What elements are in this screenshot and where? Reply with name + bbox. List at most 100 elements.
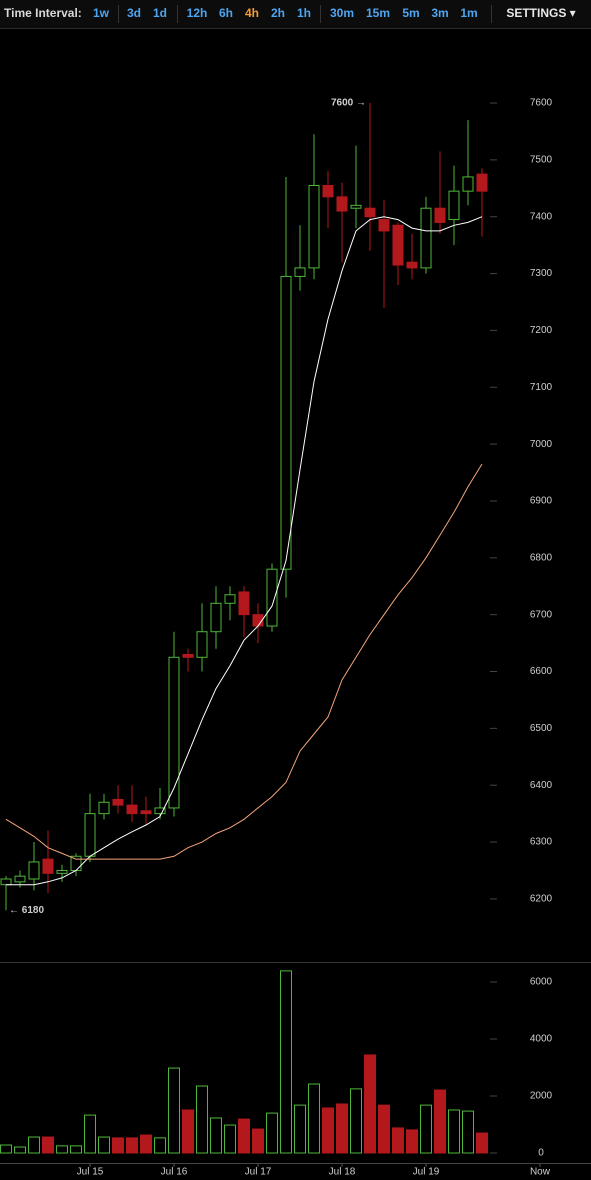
interval-button[interactable]: 2h	[271, 6, 285, 20]
volume-bar	[210, 1117, 222, 1154]
candle-body	[182, 653, 194, 658]
volume-bar	[280, 970, 292, 1154]
candle-body	[462, 176, 474, 192]
candle-body	[336, 196, 348, 212]
interval-button[interactable]: 1d	[153, 6, 167, 20]
candle-body	[210, 602, 222, 633]
candle-body	[140, 810, 152, 815]
x-tick-label: Jul 18	[329, 1167, 356, 1178]
candle-body	[42, 858, 54, 874]
candle-body	[98, 801, 110, 815]
price-annotation: ← 6180	[9, 905, 44, 916]
candle-body	[364, 207, 376, 218]
volume-bar	[462, 1110, 474, 1154]
candle-body	[294, 267, 306, 277]
y-tick-label: 6200	[530, 894, 553, 905]
x-tick-label: Now	[530, 1167, 551, 1178]
volume-bar	[420, 1104, 432, 1154]
x-tick-label: Jul 16	[161, 1167, 188, 1178]
volume-bar	[448, 1109, 460, 1154]
y-tick-label: 6400	[530, 780, 553, 791]
moving-average-line	[6, 216, 483, 886]
y-tick-label: 7200	[530, 325, 553, 336]
volume-bar	[28, 1136, 40, 1154]
settings-button[interactable]: SETTINGS ▾	[506, 6, 575, 20]
volume-bar	[140, 1134, 152, 1154]
interval-button[interactable]: 6h	[219, 6, 233, 20]
candle-body	[56, 869, 68, 874]
volume-bar	[350, 1088, 362, 1154]
volume-bar	[112, 1137, 124, 1154]
interval-button[interactable]: 3m	[431, 6, 448, 20]
candle-body	[224, 594, 236, 604]
candle-body	[308, 184, 320, 269]
y-tick-label: 7000	[530, 439, 553, 450]
volume-bar	[182, 1109, 194, 1154]
volume-bar	[98, 1136, 110, 1154]
x-tick-label: Jul 19	[413, 1167, 440, 1178]
volume-bar	[168, 1067, 180, 1154]
y-tick-label: 7300	[530, 268, 553, 279]
interval-button[interactable]: 1h	[297, 6, 311, 20]
candle-body	[112, 798, 124, 806]
volume-bar	[154, 1137, 166, 1154]
candle-body	[0, 878, 12, 886]
candle-body	[266, 568, 278, 627]
candle-body	[154, 807, 166, 815]
interval-button[interactable]: 1w	[93, 6, 110, 20]
volume-bar	[252, 1128, 264, 1154]
y-tick-label: 6900	[530, 496, 553, 507]
candle-body	[28, 861, 40, 880]
x-tick-label: Jul 15	[77, 1167, 104, 1178]
toolbar	[0, 0, 591, 28]
volume-bar	[406, 1129, 418, 1154]
y-tick-label: 7500	[530, 155, 553, 166]
volume-bar	[70, 1145, 82, 1154]
price-annotation: 7600 →	[331, 98, 366, 109]
y-tick-label: 6500	[530, 723, 553, 734]
candle-body	[420, 207, 432, 269]
interval-button[interactable]: 12h	[187, 6, 208, 20]
candle-body	[14, 875, 26, 883]
y-tick-label: 6000	[530, 977, 553, 988]
volume-bar	[476, 1132, 488, 1154]
volume-bar	[0, 1144, 12, 1154]
moving-average-line	[5, 463, 483, 860]
candle-body	[476, 173, 488, 192]
y-tick-label: 7100	[530, 382, 553, 393]
volume-bar	[392, 1127, 404, 1154]
interval-button[interactable]: 30m	[330, 6, 354, 20]
candle-body	[84, 813, 96, 857]
volume-bar	[364, 1054, 376, 1154]
x-tick-label: Jul 17	[245, 1167, 272, 1178]
y-tick-label: 7400	[530, 211, 553, 222]
volume-bar	[42, 1136, 54, 1154]
candle-body	[322, 184, 334, 198]
candle-body	[280, 275, 292, 570]
interval-button[interactable]: 15m	[366, 6, 390, 20]
volume-bar	[196, 1085, 208, 1154]
candle-body	[350, 204, 362, 209]
y-tick-label: 7600	[530, 98, 553, 109]
interval-button[interactable]: 4h	[245, 6, 259, 20]
volume-bar	[322, 1107, 334, 1154]
interval-button[interactable]: 1m	[460, 6, 477, 20]
volume-bar	[336, 1103, 348, 1154]
y-tick-label: 0	[538, 1148, 544, 1159]
interval-button[interactable]: 5m	[402, 6, 419, 20]
volume-bar	[56, 1145, 68, 1154]
candle-body	[70, 855, 82, 871]
candle-body	[126, 804, 138, 815]
candle-body	[434, 207, 446, 223]
interval-button[interactable]: 3d	[127, 6, 141, 20]
y-tick-label: 6600	[530, 666, 553, 677]
volume-bar	[14, 1146, 26, 1154]
volume-bar	[84, 1114, 96, 1154]
y-tick-label: 6800	[530, 552, 553, 563]
volume-bar	[126, 1137, 138, 1154]
candle-body	[238, 591, 250, 616]
candle-body	[378, 219, 390, 232]
